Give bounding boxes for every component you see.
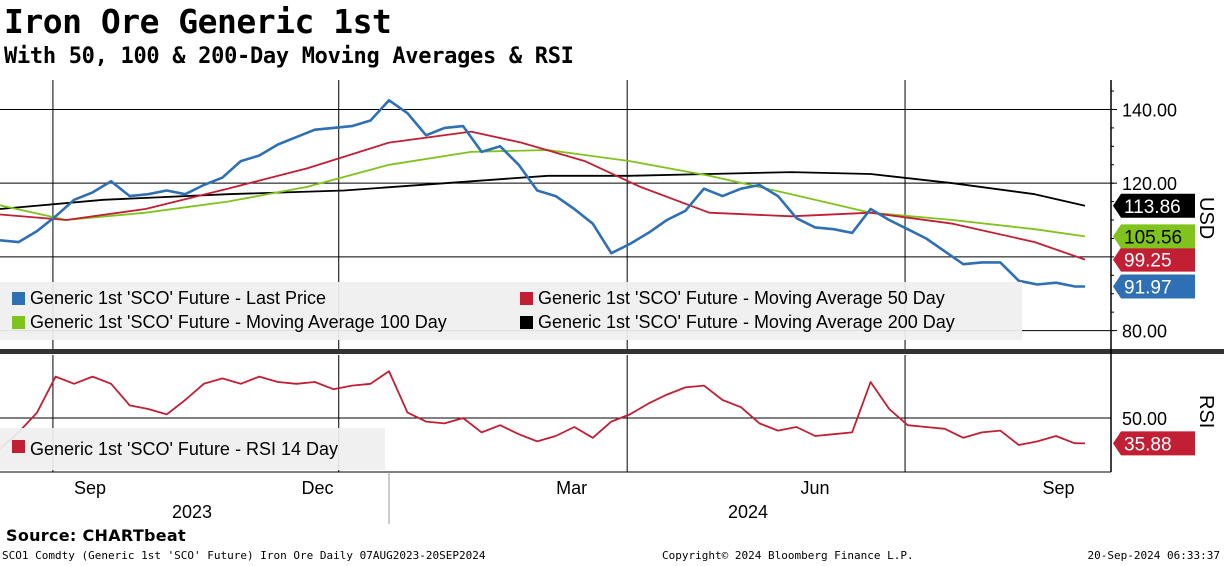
- legend: Generic 1st 'SCO' Future - Last Price Gen…: [0, 282, 1022, 470]
- timestamp: 20-Sep-2024 06:33:37: [1087, 549, 1220, 562]
- last-value-ma50-tag: [1113, 247, 1195, 272]
- legend-swatch-price: [12, 292, 25, 305]
- series-line-price: [0, 99, 1086, 288]
- legend-swatch-ma100: [12, 316, 25, 329]
- x-tick-label: Sep: [1043, 478, 1075, 498]
- last-value-ma100-tag-label: 105.56: [1124, 227, 1182, 248]
- copyright-note: Copyright© 2024 Bloomberg Finance L.P.: [662, 549, 914, 562]
- last-value-price-tag: [1113, 274, 1195, 299]
- price-axis-title: USD: [1195, 197, 1217, 239]
- price-ytick-label: 140.00: [1122, 100, 1177, 120]
- rsi-legend-box: [0, 428, 385, 470]
- x-tick-label: Jun: [801, 478, 830, 498]
- legend-swatch-rsi: [12, 440, 25, 453]
- price-ytick-label: 120.00: [1122, 174, 1177, 194]
- x-tick-label: Sep: [74, 478, 106, 498]
- grid: [0, 80, 1111, 472]
- last-value-ma200-tag-label: 113.86: [1124, 197, 1181, 218]
- chart-subtitle: With 50, 100 & 200-Day Moving Averages &…: [4, 44, 574, 69]
- legend-swatch-ma50: [520, 292, 533, 305]
- price-legend-box: [0, 282, 1022, 340]
- last-value-rsi-tag: [1113, 431, 1195, 456]
- axes: 140.00 120.00 80.00 50.00 USD RSI 91.97 99.25 10…: [74, 90, 1217, 524]
- last-value-ma50-tag-label: 99.25: [1124, 251, 1172, 272]
- series-line-ma50: [0, 130, 1086, 261]
- legend-label-ma200: Generic 1st 'SCO' Future - Moving Averag…: [538, 312, 955, 332]
- chart-title: Iron Ore Generic 1st: [4, 2, 392, 41]
- source-note: Source: CHARTbeat: [6, 526, 186, 545]
- rsi-ytick-label: 50.00: [1122, 409, 1167, 429]
- legend-label-ma50: Generic 1st 'SCO' Future - Moving Averag…: [538, 288, 945, 308]
- legend-label-price: Generic 1st 'SCO' Future - Last Price: [30, 288, 326, 308]
- panel-divider: [0, 349, 1224, 354]
- frame: [0, 80, 1224, 473]
- x-year-label: 2023: [172, 502, 212, 522]
- last-value-ma200-tag: [1113, 193, 1195, 218]
- x-year-label: 2024: [728, 502, 768, 522]
- last-value-price-tag-label: 91.97: [1124, 277, 1172, 298]
- legend-label-ma100: Generic 1st 'SCO' Future - Moving Averag…: [30, 312, 447, 332]
- rsi-axis-title: RSI: [1195, 395, 1217, 428]
- x-tick-label: Mar: [556, 478, 587, 498]
- legend-label-rsi: Generic 1st 'SCO' Future - RSI 14 Day: [30, 439, 338, 459]
- series-line-rsi: [0, 370, 1086, 450]
- chart-canvas: Generic 1st 'SCO' Future - Last Price Gen…: [0, 80, 1224, 524]
- last-value-ma100-tag: [1113, 224, 1195, 249]
- series-lines: [0, 99, 1086, 450]
- security-description: SCO1 Comdty (Generic 1st 'SCO' Future) I…: [2, 549, 486, 562]
- legend-swatch-ma200: [520, 316, 533, 329]
- last-value-rsi-tag-label: 35.88: [1124, 434, 1172, 455]
- x-tick-label: Dec: [302, 478, 334, 498]
- price-ytick-label: 80.00: [1122, 322, 1167, 342]
- series-line-ma200: [0, 171, 1086, 210]
